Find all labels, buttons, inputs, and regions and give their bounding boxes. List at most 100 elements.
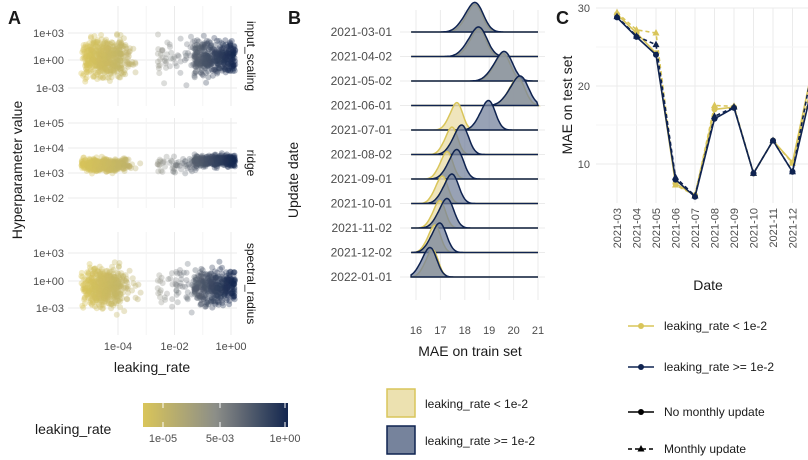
scatter-point xyxy=(95,56,102,63)
scatter-point xyxy=(86,61,93,68)
scatter-point xyxy=(116,50,123,56)
scatter-point xyxy=(216,65,223,72)
scatter-point xyxy=(195,56,202,63)
scatter-point xyxy=(117,51,124,58)
scatter-point xyxy=(100,301,107,308)
scatter-point xyxy=(94,37,101,44)
scatter-point xyxy=(99,164,106,171)
scatter-point xyxy=(213,285,220,292)
scatter-point xyxy=(125,61,132,68)
scatter-point xyxy=(123,45,130,52)
scatter-point xyxy=(213,54,220,61)
scatter-point xyxy=(214,37,220,44)
series-marker xyxy=(711,101,718,108)
scatter-point xyxy=(111,51,118,57)
scatter-point xyxy=(228,45,235,51)
scatter-point xyxy=(184,260,191,267)
scatter-point xyxy=(200,52,207,59)
scatter-point xyxy=(207,44,214,51)
scatter-point xyxy=(103,59,110,66)
scatter-point xyxy=(228,59,234,66)
scatter-point xyxy=(92,164,99,171)
scatter-point xyxy=(155,31,161,38)
scatter-point xyxy=(205,68,212,75)
legend-key-marker xyxy=(638,409,644,415)
scatter-point xyxy=(101,51,108,58)
scatter-point xyxy=(191,55,198,62)
scatter-point xyxy=(221,57,228,64)
scatter-point xyxy=(83,62,90,69)
scatter-point xyxy=(193,61,200,68)
scatter-point xyxy=(81,55,88,62)
scatter-point xyxy=(110,61,117,68)
scatter-point xyxy=(213,56,220,63)
scatter-point xyxy=(97,58,104,65)
scatter-point xyxy=(209,58,216,65)
scatter-point xyxy=(221,66,228,73)
scatter-point xyxy=(92,159,99,166)
scatter-point xyxy=(125,53,132,60)
scatter-point xyxy=(137,289,144,296)
scatter-point xyxy=(204,58,210,65)
scatter-point xyxy=(175,289,182,296)
scatter-point xyxy=(112,291,119,298)
scatter-point xyxy=(121,57,128,64)
scatter-point xyxy=(104,51,111,58)
scatter-point xyxy=(90,158,97,165)
scatter-point xyxy=(104,56,111,63)
scatter-point xyxy=(230,48,237,55)
scatter-point xyxy=(219,53,226,60)
scatter-point xyxy=(99,43,106,50)
scatter-point xyxy=(183,55,190,62)
scatter-point xyxy=(101,39,108,46)
scatter-point xyxy=(164,39,171,46)
scatter-point xyxy=(83,69,90,76)
scatter-point xyxy=(88,54,95,61)
scatter-point xyxy=(110,165,117,172)
scatter-point xyxy=(107,50,114,57)
scatter-point xyxy=(111,164,118,171)
scatter-point xyxy=(99,59,106,66)
scatter-point xyxy=(222,64,229,71)
scatter-point xyxy=(98,53,105,60)
scatter-point xyxy=(213,54,220,61)
scatter-point xyxy=(223,269,230,276)
scatter-point xyxy=(199,60,206,67)
scatter-point xyxy=(195,59,202,65)
scatter-point xyxy=(211,50,218,57)
scatter-point xyxy=(97,53,104,60)
scatter-point xyxy=(87,51,94,58)
scatter-point xyxy=(91,160,98,167)
scatter-point xyxy=(89,161,95,168)
scatter-point xyxy=(112,298,119,305)
scatter-point xyxy=(99,65,106,71)
y-tick-label: 1e+05 xyxy=(33,118,64,130)
scatter-point xyxy=(198,43,205,50)
scatter-point xyxy=(106,60,113,66)
scatter-point xyxy=(111,159,118,166)
scatter-point xyxy=(183,82,190,89)
scatter-point xyxy=(86,164,93,171)
scatter-point xyxy=(225,48,232,54)
scatter-point xyxy=(100,51,107,58)
scatter-point xyxy=(207,44,214,51)
scatter-point xyxy=(212,50,219,57)
scatter-point xyxy=(117,74,124,81)
scatter-point xyxy=(210,66,217,73)
scatter-point xyxy=(104,62,111,69)
scatter-point xyxy=(114,47,121,54)
scatter-point xyxy=(132,60,139,67)
scatter-point xyxy=(90,49,97,56)
scatter-point xyxy=(212,274,219,281)
scatter-point xyxy=(96,51,103,58)
scatter-point xyxy=(99,162,106,169)
scatter-point xyxy=(79,302,86,309)
scatter-point xyxy=(98,61,105,68)
scatter-point xyxy=(114,51,121,58)
scatter-point xyxy=(117,43,124,49)
scatter-point xyxy=(84,43,91,50)
scatter-point xyxy=(193,50,200,57)
scatter-point xyxy=(107,163,114,170)
scatter-point xyxy=(98,55,105,62)
scatter-point xyxy=(110,58,117,65)
